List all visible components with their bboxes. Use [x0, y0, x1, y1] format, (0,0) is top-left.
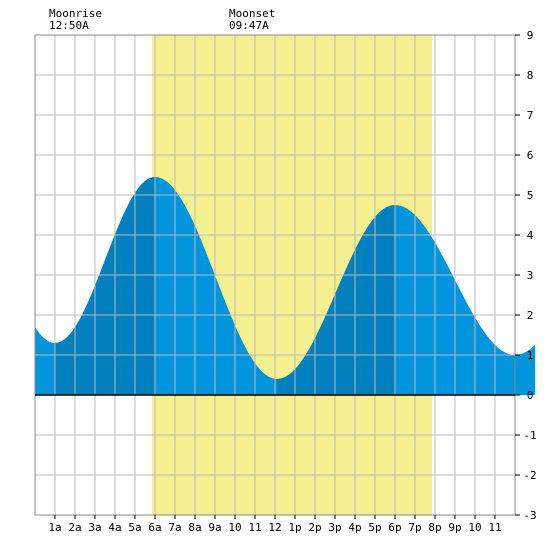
- y-tick-label: 6: [527, 149, 534, 162]
- grid-layer: [35, 35, 515, 515]
- moonrise-annotation: Moonrise 12:50A: [49, 7, 102, 32]
- y-tick-label: 4: [527, 229, 534, 242]
- x-tick-label: 3a: [88, 521, 101, 534]
- x-tick-label: 5a: [128, 521, 141, 534]
- x-tick-label: 6p: [388, 521, 401, 534]
- y-tick-label: -2: [523, 469, 536, 482]
- moonset-time: 09:47A: [229, 19, 269, 32]
- y-tick-label: 5: [527, 189, 534, 202]
- tide-area: [35, 177, 535, 395]
- y-tick-label: -3: [523, 509, 536, 522]
- y-tick-label: 0: [527, 389, 534, 402]
- x-tick-label: 1a: [48, 521, 61, 534]
- x-tick-label: 11: [248, 521, 261, 534]
- x-tick-label: 12: [268, 521, 281, 534]
- y-tick-label: -1: [523, 429, 536, 442]
- x-tick-label: 9a: [208, 521, 221, 534]
- moonset-annotation: Moonset 09:47A: [229, 7, 275, 32]
- x-tick-label: 4p: [348, 521, 361, 534]
- tide-dark-band-1: [55, 177, 155, 395]
- moonset-label: Moonset: [229, 7, 275, 20]
- moonrise-label: Moonrise: [49, 7, 102, 20]
- x-tick-label: 11: [488, 521, 501, 534]
- x-tick-label: 2a: [68, 521, 81, 534]
- x-tick-label: 8a: [188, 521, 201, 534]
- y-tick-labels: -3 -2 -1 0 1 2 3 4 5 6 7 8 9: [523, 29, 536, 522]
- y-tick-label: 8: [527, 69, 534, 82]
- tide-dark-band-2: [277, 205, 395, 395]
- x-tick-label: 7a: [168, 521, 181, 534]
- axes-layer: [34, 34, 520, 519]
- y-tick-label: 3: [527, 269, 534, 282]
- y-tick-label: 7: [527, 109, 534, 122]
- x-tick-label: 7p: [408, 521, 421, 534]
- x-tick-label: 8p: [428, 521, 441, 534]
- x-tick-label: 9p: [448, 521, 461, 534]
- moonrise-time: 12:50A: [49, 19, 89, 32]
- tide-layer: [35, 177, 535, 395]
- x-tick-label: 5p: [368, 521, 381, 534]
- x-tick-label: 2p: [308, 521, 321, 534]
- y-tick-label: 9: [527, 29, 534, 42]
- x-tick-label: 1p: [288, 521, 301, 534]
- y-tick-label: 2: [527, 309, 534, 322]
- x-tick-labels: 1a 2a 3a 4a 5a 6a 7a 8a 9a 10 11 12 1p 2p 3p 4p 5p 6p 7p 8p…: [48, 521, 501, 534]
- x-tick-label: 10: [468, 521, 481, 534]
- x-tick-label: 10: [228, 521, 241, 534]
- y-tick-label: 1: [527, 349, 534, 362]
- x-tick-label: 3p: [328, 521, 341, 534]
- x-tick-label: 4a: [108, 521, 121, 534]
- x-tick-label: 6a: [148, 521, 161, 534]
